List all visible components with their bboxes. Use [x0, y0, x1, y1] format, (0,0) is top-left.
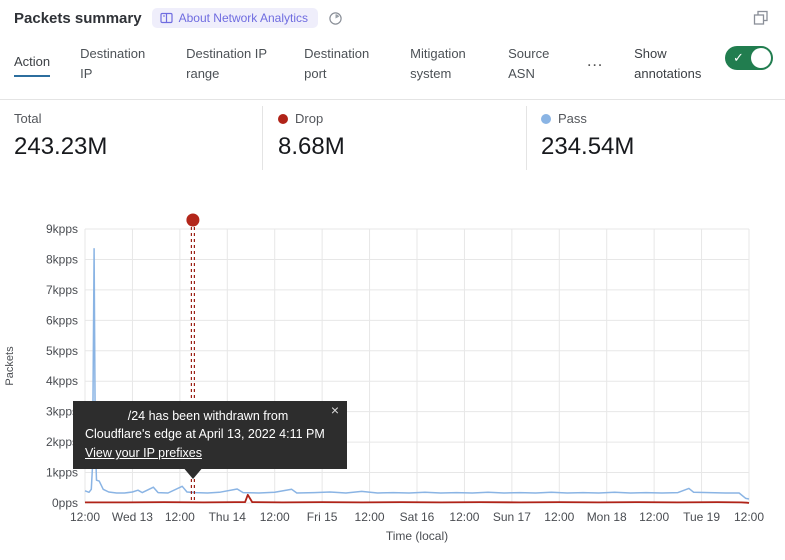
y-tick-label: 4kpps: [46, 374, 78, 388]
tab-mitigation-system[interactable]: Mitigation system: [410, 46, 466, 81]
stat-pass: Pass 234.54M: [541, 111, 634, 161]
x-tick-label: Thu 14: [209, 510, 247, 524]
divider: [262, 106, 263, 170]
x-tick-label: Tue 19: [683, 510, 720, 524]
stat-drop-value: 8.68M: [278, 133, 345, 160]
y-tick-label: 9kpps: [46, 222, 78, 236]
x-tick-label: Mon 18: [587, 510, 627, 524]
x-tick-label: Sun 17: [493, 510, 531, 524]
show-annotations-label: Show annotations: [634, 46, 702, 81]
tooltip-line1: /24 has been withdrawn from: [127, 409, 289, 423]
x-tick-label: 12:00: [355, 510, 385, 524]
annotation-marker-dot[interactable]: [186, 213, 200, 227]
y-tick-label: 7kpps: [46, 283, 78, 297]
x-tick-label: Sat 16: [400, 510, 435, 524]
tab-action[interactable]: Action: [14, 52, 51, 77]
x-tick-label: 12:00: [639, 510, 669, 524]
tab-destination-ip-range[interactable]: Destination IP range: [186, 46, 267, 81]
chart-svg: 0pps 1kpps 2kpps 3kpps 4kpps 5kpps 6kpps 7kpps 8…: [4, 213, 764, 543]
series-line-drop: [85, 493, 750, 504]
packets-time-series-chart[interactable]: 0pps 1kpps 2kpps 3kpps 4kpps 5kpps 6kpps 7kpps 8…: [0, 200, 785, 555]
stat-total-label: Total: [14, 111, 42, 126]
tooltip-arrow: [182, 466, 204, 479]
header: Packets summary About Network Analytics: [14, 8, 343, 28]
stat-drop: Drop 8.68M: [278, 111, 345, 161]
stat-pass-label: Pass: [558, 111, 587, 126]
view-ip-prefixes-link[interactable]: View your IP prefixes: [85, 446, 202, 460]
stat-total: Total 243.23M: [14, 111, 107, 161]
x-tick-label: 12:00: [544, 510, 574, 524]
annotation-tooltip: × /24 has been withdrawn from Cloudflare…: [73, 401, 347, 469]
y-tick-label: 3kpps: [46, 405, 78, 419]
clock-icon: [328, 11, 343, 26]
pass-series-dot: [541, 113, 551, 124]
tab-source-asn[interactable]: Source ASN: [508, 46, 550, 81]
x-tick-label: 12:00: [165, 510, 195, 524]
tooltip-line2: Cloudflare's edge at April 13, 2022 4:11…: [85, 427, 325, 441]
dimension-tabs: Action Destination IP Destination IP ran…: [14, 44, 718, 84]
x-tick-label: Fri 15: [307, 510, 338, 524]
x-tick-label: 12:00: [70, 510, 100, 524]
x-tick-label: 12:00: [260, 510, 290, 524]
toggle-knob: [751, 48, 771, 68]
about-badge-label: About Network Analytics: [178, 11, 308, 25]
tab-destination-port[interactable]: Destination port: [304, 46, 370, 81]
divider: [526, 106, 527, 170]
more-tabs-button[interactable]: …: [586, 51, 605, 70]
check-icon: ✓: [733, 50, 744, 65]
y-tick-label: 0pps: [52, 496, 78, 510]
y-tick-label: 6kpps: [46, 313, 78, 327]
y-axis-title: Packets: [4, 346, 16, 386]
x-axis-title: Time (local): [386, 529, 448, 543]
y-tick-label: 1kpps: [46, 466, 78, 480]
close-icon[interactable]: ×: [330, 402, 339, 418]
series-line-pass: [84, 248, 750, 500]
page-title: Packets summary: [14, 9, 142, 27]
tab-destination-ip[interactable]: Destination IP: [80, 46, 146, 81]
x-tick-label: 12:00: [734, 510, 764, 524]
stat-pass-value: 234.54M: [541, 133, 635, 160]
expand-window-icon[interactable]: [753, 10, 769, 26]
stat-total-value: 243.23M: [14, 133, 108, 160]
stat-drop-label: Drop: [295, 111, 324, 126]
book-icon: [159, 12, 173, 24]
about-network-analytics-badge[interactable]: About Network Analytics: [151, 8, 318, 28]
y-tick-label: 2kpps: [46, 435, 78, 449]
x-tick-label: 12:00: [449, 510, 479, 524]
drop-series-dot: [278, 113, 288, 124]
x-tick-label: Wed 13: [112, 510, 153, 524]
y-tick-label: 8kpps: [46, 252, 78, 266]
divider: [0, 99, 785, 100]
y-tick-label: 5kpps: [46, 344, 78, 358]
show-annotations-toggle[interactable]: ✓: [725, 46, 773, 70]
